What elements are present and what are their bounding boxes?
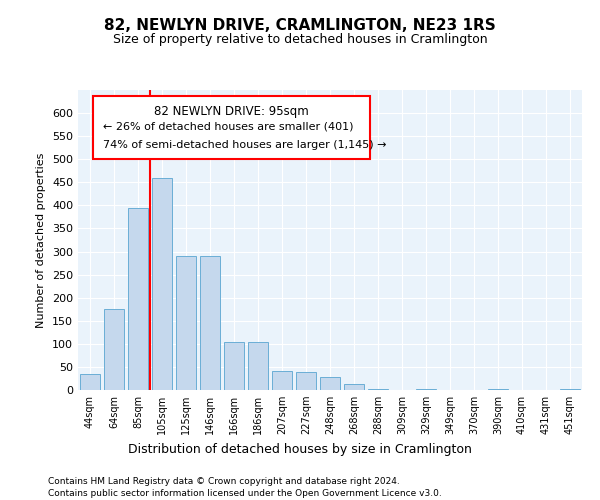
Text: Contains HM Land Registry data © Crown copyright and database right 2024.: Contains HM Land Registry data © Crown c… — [48, 478, 400, 486]
Bar — [224, 342, 244, 390]
Bar — [368, 388, 388, 390]
Text: 82 NEWLYN DRIVE: 95sqm: 82 NEWLYN DRIVE: 95sqm — [154, 105, 309, 118]
Text: ← 26% of detached houses are smaller (401): ← 26% of detached houses are smaller (40… — [103, 122, 354, 132]
Bar — [152, 178, 172, 390]
Text: 82, NEWLYN DRIVE, CRAMLINGTON, NE23 1RS: 82, NEWLYN DRIVE, CRAMLINGTON, NE23 1RS — [104, 18, 496, 32]
Bar — [488, 388, 508, 390]
Bar — [80, 374, 100, 390]
Bar — [296, 372, 316, 390]
Text: Distribution of detached houses by size in Cramlington: Distribution of detached houses by size … — [128, 442, 472, 456]
Bar — [344, 384, 364, 390]
FancyBboxPatch shape — [93, 96, 370, 159]
Bar — [176, 256, 196, 390]
Text: 74% of semi-detached houses are larger (1,145) →: 74% of semi-detached houses are larger (… — [103, 140, 387, 149]
Bar — [272, 370, 292, 390]
Bar — [416, 388, 436, 390]
Bar — [320, 377, 340, 390]
Bar — [104, 309, 124, 390]
Bar — [200, 256, 220, 390]
Text: Contains public sector information licensed under the Open Government Licence v3: Contains public sector information licen… — [48, 489, 442, 498]
Bar — [128, 208, 148, 390]
Bar — [560, 388, 580, 390]
Bar — [248, 342, 268, 390]
Y-axis label: Number of detached properties: Number of detached properties — [37, 152, 46, 328]
Text: Size of property relative to detached houses in Cramlington: Size of property relative to detached ho… — [113, 32, 487, 46]
